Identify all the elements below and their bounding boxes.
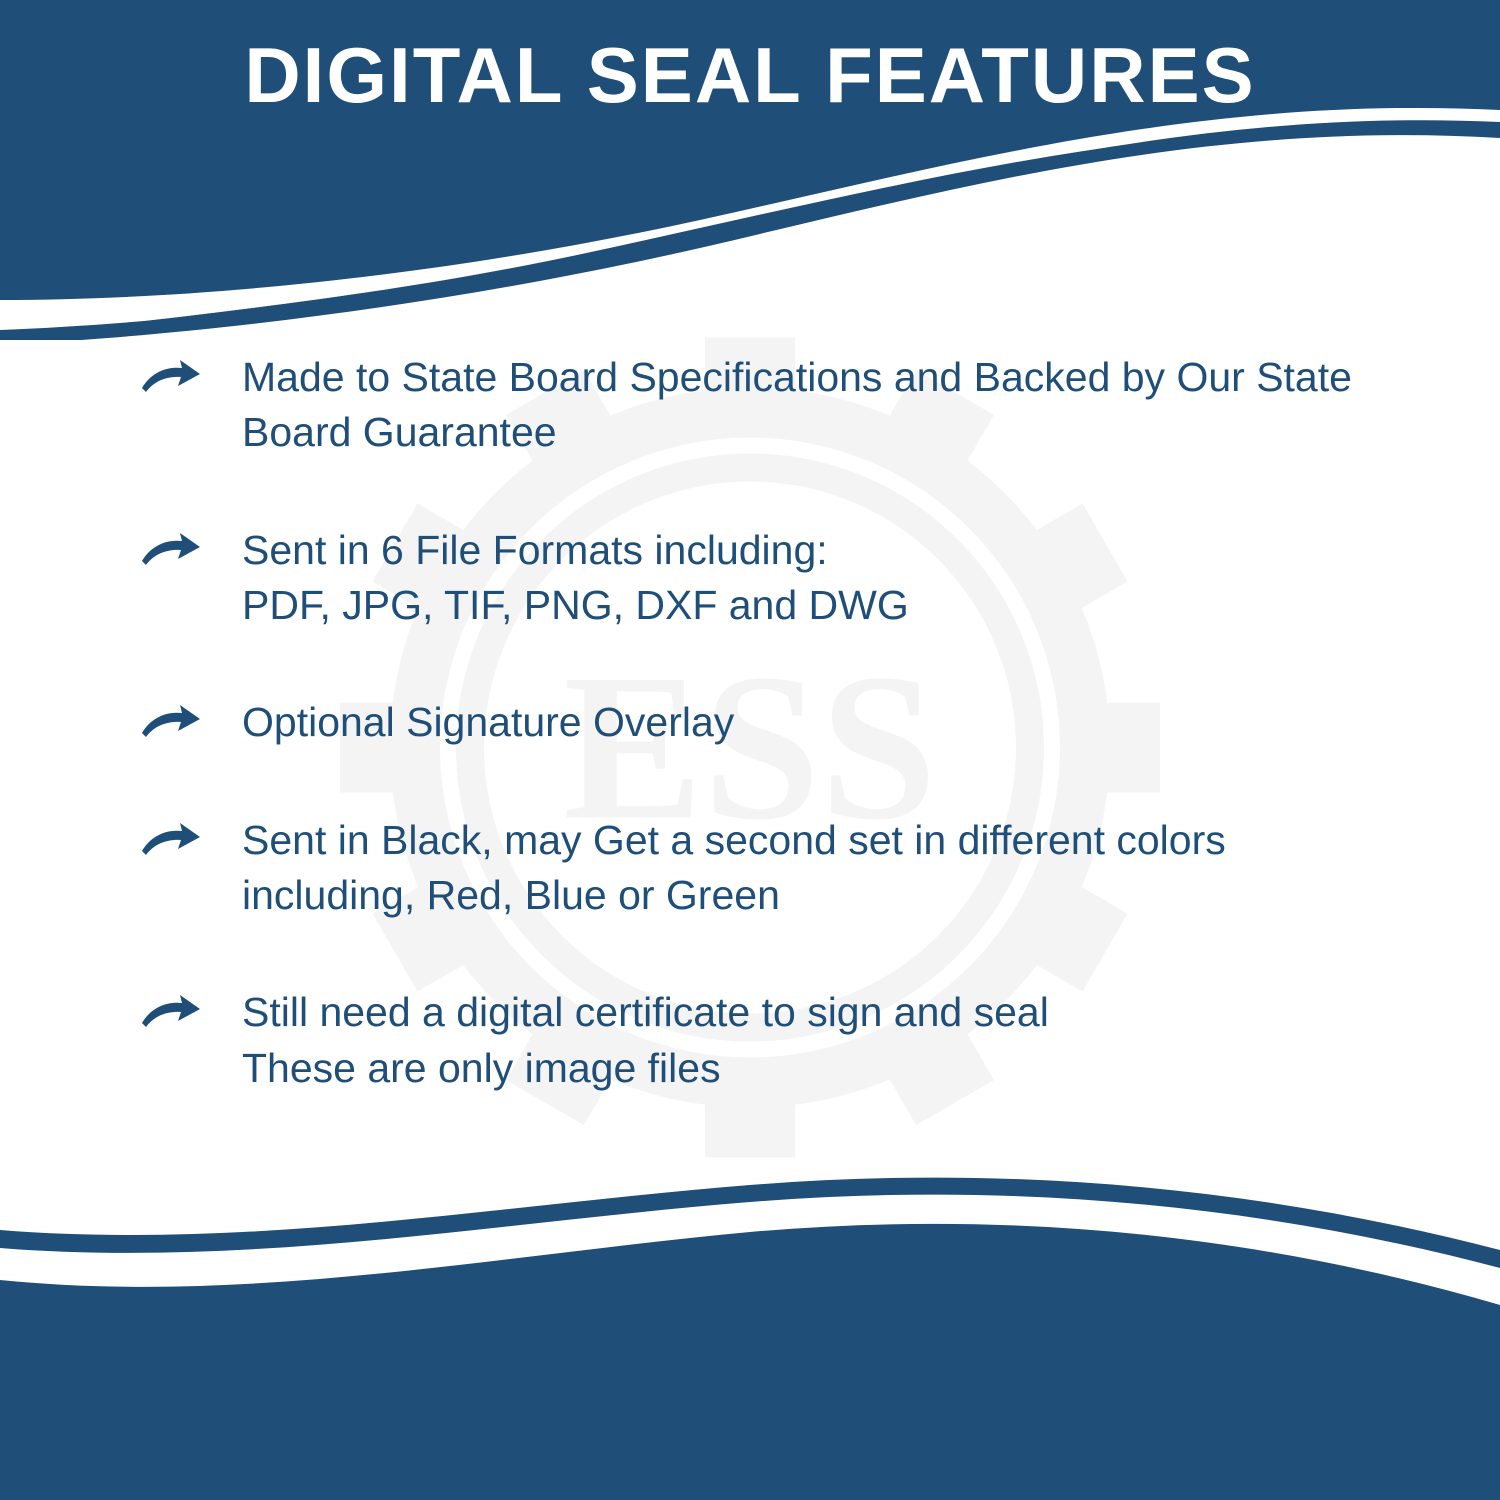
feature-text: Optional Signature Overlay xyxy=(242,695,734,750)
feature-text: Sent in Black, may Get a second set in d… xyxy=(242,813,1400,924)
swoosh-arrow-icon xyxy=(140,354,202,398)
feature-text: Still need a digital certificate to sign… xyxy=(242,985,1049,1096)
features-list: Made to State Board Specifications and B… xyxy=(140,350,1400,1096)
swoosh-arrow-icon xyxy=(140,817,202,861)
feature-text: Made to State Board Specifications and B… xyxy=(242,350,1400,461)
feature-item: Optional Signature Overlay xyxy=(140,695,1400,750)
swoosh-arrow-icon xyxy=(140,989,202,1033)
feature-item: Still need a digital certificate to sign… xyxy=(140,985,1400,1096)
feature-item: Sent in Black, may Get a second set in d… xyxy=(140,813,1400,924)
page-title: DIGITAL SEAL FEATURES xyxy=(244,30,1255,121)
feature-text: Sent in 6 File Formats including:PDF, JP… xyxy=(242,523,909,634)
feature-item: Made to State Board Specifications and B… xyxy=(140,350,1400,461)
infographic-container: ESS DIGITAL SEAL FEATURES Made to State … xyxy=(0,0,1500,1500)
feature-item: Sent in 6 File Formats including:PDF, JP… xyxy=(140,523,1400,634)
swoosh-arrow-icon xyxy=(140,699,202,743)
footer-wave xyxy=(0,1160,1500,1500)
swoosh-arrow-icon xyxy=(140,527,202,571)
